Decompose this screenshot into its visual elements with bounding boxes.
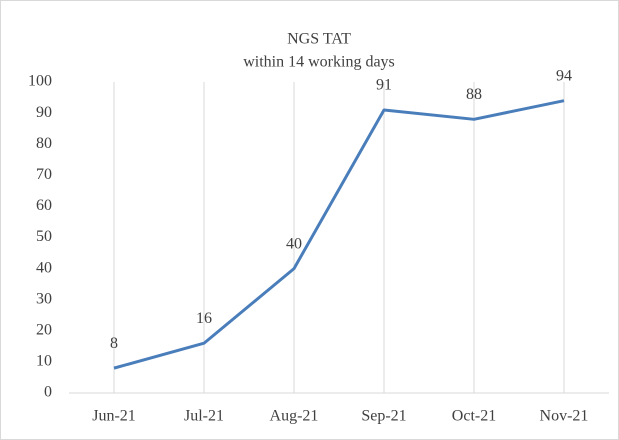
- x-tick-label: Sep-21: [361, 408, 406, 425]
- line: [113, 99, 565, 370]
- y-tick-label: 50: [36, 228, 52, 245]
- x-tick-label: Jun-21: [92, 408, 136, 425]
- y-tick-label: 90: [36, 104, 52, 121]
- y-tick-label: 20: [36, 321, 52, 338]
- y-tick-label: 40: [36, 259, 52, 276]
- y-tick-label: 0: [44, 384, 52, 401]
- x-tick-label: Jul-21: [184, 408, 224, 425]
- data-label: 16: [196, 310, 212, 327]
- data-label: 94: [556, 67, 572, 84]
- data-label: 8: [110, 335, 118, 352]
- chart-subtitle: within 14 working days: [243, 54, 395, 71]
- x-tick-label: Aug-21: [270, 408, 319, 425]
- y-tick-label: 100: [28, 73, 52, 90]
- y-tick-label: 60: [36, 197, 52, 214]
- data-label: 91: [376, 77, 392, 94]
- data-label: 88: [466, 86, 482, 103]
- y-tick-label: 70: [36, 166, 52, 183]
- y-tick-label: 80: [36, 135, 52, 152]
- x-tick-label: Nov-21: [540, 408, 589, 425]
- y-tick-label: 10: [36, 353, 52, 370]
- data-label: 40: [286, 235, 302, 252]
- x-tick-label: Oct-21: [452, 408, 496, 425]
- y-tick-label: 30: [36, 290, 52, 307]
- chart-title: NGS TAT: [287, 31, 351, 48]
